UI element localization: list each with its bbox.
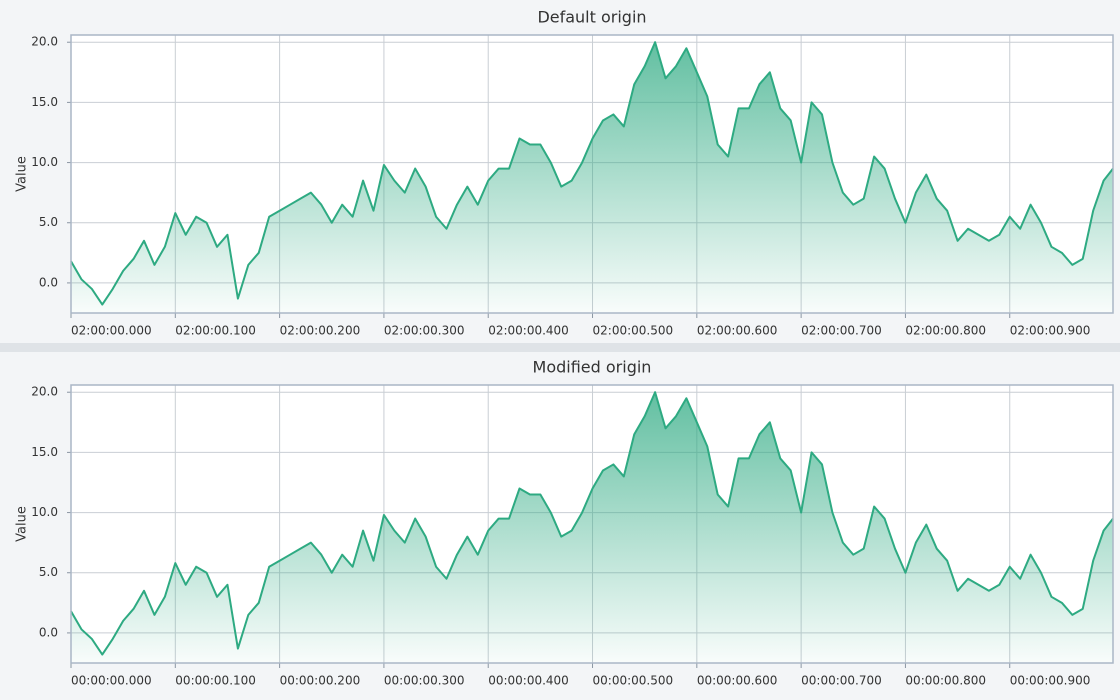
y-axis-label: Value	[15, 506, 30, 542]
x-tick-label: 00:00:00.600	[697, 674, 778, 688]
y-tick-label: 10.0	[31, 155, 58, 169]
y-tick-label: 10.0	[31, 505, 58, 519]
y-tick-label: 20.0	[31, 35, 58, 49]
y-tick-label: 5.0	[39, 215, 58, 229]
x-tick-label: 00:00:00.400	[488, 674, 569, 688]
x-tick-label: 00:00:00.500	[593, 674, 674, 688]
x-tick-label: 02:00:00.800	[905, 324, 986, 338]
x-tick-label: 02:00:00.200	[280, 324, 361, 338]
x-tick-label: 00:00:00.100	[175, 674, 256, 688]
y-tick-label: 5.0	[39, 565, 58, 579]
x-tick-label: 02:00:00.400	[488, 324, 569, 338]
x-tick-label: 00:00:00.300	[384, 674, 465, 688]
x-tick-label: 00:00:00.200	[280, 674, 361, 688]
x-tick-label: 00:00:00.700	[801, 674, 882, 688]
separator	[0, 343, 1120, 352]
chart-title: Default origin	[537, 8, 646, 27]
x-tick-label: 00:00:00.900	[1010, 674, 1091, 688]
area-fill	[71, 42, 1113, 313]
x-tick-label: 02:00:00.700	[801, 324, 882, 338]
chart: Default origin Value 0.0 5.0 10.0 15.0 20.0 02:…	[15, 8, 1114, 338]
x-tick-label: 02:00:00.600	[697, 324, 778, 338]
x-tick-label: 02:00:00.500	[593, 324, 674, 338]
area-line	[70, 391, 1114, 656]
y-tick-label: 15.0	[31, 95, 58, 109]
chart-title: Modified origin	[533, 358, 652, 377]
plot-border	[70, 384, 1114, 664]
x-tick-label: 02:00:00.000	[71, 324, 152, 338]
y-tick-label: 0.0	[39, 275, 58, 289]
y-tick-label: 15.0	[31, 445, 58, 459]
y-tick-label: 20.0	[31, 385, 58, 399]
x-tick-label: 00:00:00.800	[905, 674, 986, 688]
y-tick-label: 0.0	[39, 625, 58, 639]
plot-border	[70, 34, 1114, 314]
chart: Modified origin Value 0.0 5.0 10.0 15.0 20.0 00…	[15, 358, 1114, 688]
area-fill	[71, 392, 1113, 663]
x-tick-label: 02:00:00.900	[1010, 324, 1091, 338]
area-line	[70, 41, 1114, 306]
x-tick-label: 00:00:00.000	[71, 674, 152, 688]
y-axis-label: Value	[15, 156, 30, 192]
x-tick-label: 02:00:00.100	[175, 324, 256, 338]
x-tick-label: 02:00:00.300	[384, 324, 465, 338]
